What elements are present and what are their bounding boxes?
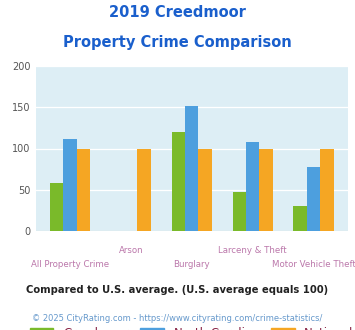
Text: All Property Crime: All Property Crime xyxy=(31,260,109,269)
Text: Motor Vehicle Theft: Motor Vehicle Theft xyxy=(272,260,355,269)
Legend: Creedmoor, North Carolina, National: Creedmoor, North Carolina, National xyxy=(25,323,355,330)
Bar xyxy=(307,167,320,231)
Text: Compared to U.S. average. (U.S. average equals 100): Compared to U.S. average. (U.S. average … xyxy=(26,285,329,295)
Bar xyxy=(198,148,212,231)
Bar xyxy=(137,148,151,231)
Bar xyxy=(63,139,77,231)
Text: Property Crime Comparison: Property Crime Comparison xyxy=(63,35,292,50)
Bar xyxy=(246,142,260,231)
Bar xyxy=(185,106,198,231)
Bar xyxy=(260,148,273,231)
Text: 2019 Creedmoor: 2019 Creedmoor xyxy=(109,5,246,20)
Bar xyxy=(233,192,246,231)
Text: Larceny & Theft: Larceny & Theft xyxy=(218,246,287,255)
Bar xyxy=(294,206,307,231)
Bar xyxy=(320,148,334,231)
Bar xyxy=(50,183,63,231)
Bar xyxy=(171,132,185,231)
Text: © 2025 CityRating.com - https://www.cityrating.com/crime-statistics/: © 2025 CityRating.com - https://www.city… xyxy=(32,314,323,323)
Text: Arson: Arson xyxy=(119,246,143,255)
Bar xyxy=(77,148,90,231)
Text: Burglary: Burglary xyxy=(173,260,210,269)
